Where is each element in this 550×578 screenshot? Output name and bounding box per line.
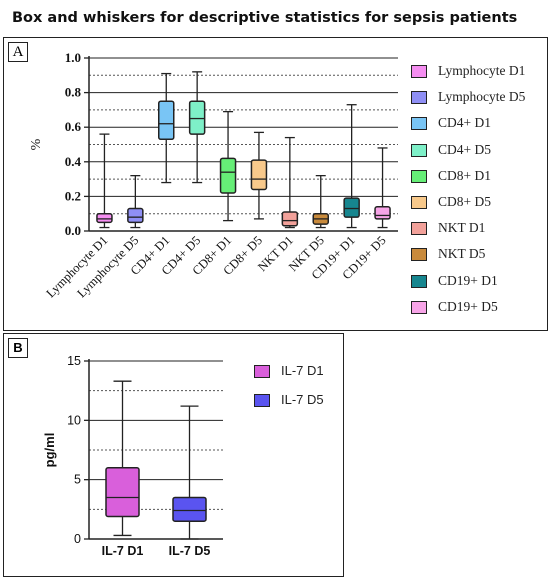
y-tick-label: 0.2 [65,188,81,203]
panel-a-label: A [8,42,28,62]
y-tick-label: 0.4 [65,154,82,169]
legend-swatch [411,300,427,314]
panel-b: B 0 5 10 15 pg/ml IL-7 D1 IL-7 D5 IL-7 D1 IL-7 … [3,333,344,577]
box-lymphocyte-d5 [127,174,144,229]
legend-label: CD4+ D5 [438,141,491,157]
box-nkt-d1 [281,136,299,229]
legend-label: NKT D1 [438,220,486,236]
y-tick-label: 15 [67,354,81,368]
figure-title: Box and whiskers for descriptive statist… [12,10,518,26]
box-iqr [219,157,237,194]
legend-label: IL-7 D1 [281,363,324,378]
legend-swatch [411,274,427,288]
panel-a-chart: 0.00.20.40.60.81.0%Lymphocyte D1Lymphocy… [29,50,398,300]
panel-b-label: B [8,338,28,358]
box-cd8-d1 [219,110,237,222]
box-iqr [281,211,299,227]
x-tick-label: IL-7 D5 [169,544,211,558]
y-axis-label: pg/ml [42,433,57,468]
box-il-7-d1 [105,380,140,537]
box-lymphocyte-d1 [96,133,113,229]
panel-b-chart: 0 5 10 15 pg/ml IL-7 D1 IL-7 D5 [42,354,223,558]
box-iqr [374,206,391,220]
box-iqr [105,467,140,518]
box-iqr [158,100,175,141]
y-tick-label: 10 [67,413,81,427]
y-axis-label: % [29,138,44,150]
y-tick-label: 0 [74,532,81,546]
legend-swatch [254,394,270,407]
legend-label: NKT D5 [438,246,486,262]
legend-label: IL-7 D5 [281,392,324,407]
legend-swatch [411,91,427,105]
legend-label: Lymphocyte D1 [438,63,526,78]
box-cd8-d5 [250,131,268,220]
box-cd4-d5 [188,71,206,184]
legend-label: CD19+ D5 [438,298,498,314]
box-iqr [188,100,206,135]
y-tick-label: 0.6 [65,119,82,134]
box-cd19-d5 [374,147,391,229]
legend-swatch [411,117,427,131]
box-il-7-d5 [172,405,207,540]
box-iqr [96,212,113,224]
box-iqr [343,197,360,218]
legend-label: CD8+ D1 [438,167,491,183]
y-tick-label: 0.8 [65,85,82,100]
legend-label: CD4+ D1 [438,115,491,131]
legend-swatch [411,222,427,236]
box-cd19-d1 [343,104,360,229]
legend-swatch [411,196,427,209]
box-iqr [127,207,144,224]
legend-label: CD8+ D5 [438,194,491,209]
legend-swatch [411,248,427,262]
box-iqr [250,159,268,191]
legend-swatch [254,365,270,378]
y-tick-label: 5 [74,473,81,487]
legend-swatch [411,65,427,78]
y-tick-label: 0.0 [65,223,81,238]
box-nkt-d5 [312,174,329,229]
panel-a: A 0.0 0.2 0.4 0.6 0.8 1.0% Lymphocyte D1 Lympho… [3,37,548,331]
box-iqr [172,496,207,522]
legend-label: CD19+ D1 [438,272,498,288]
legend-swatch [411,143,427,157]
y-tick-label: 1.0 [65,50,81,65]
box-cd4-d1 [158,72,175,184]
legend-swatch [411,169,427,183]
x-tick-label: IL-7 D1 [102,544,144,558]
legend-label: Lymphocyte D5 [438,89,526,105]
